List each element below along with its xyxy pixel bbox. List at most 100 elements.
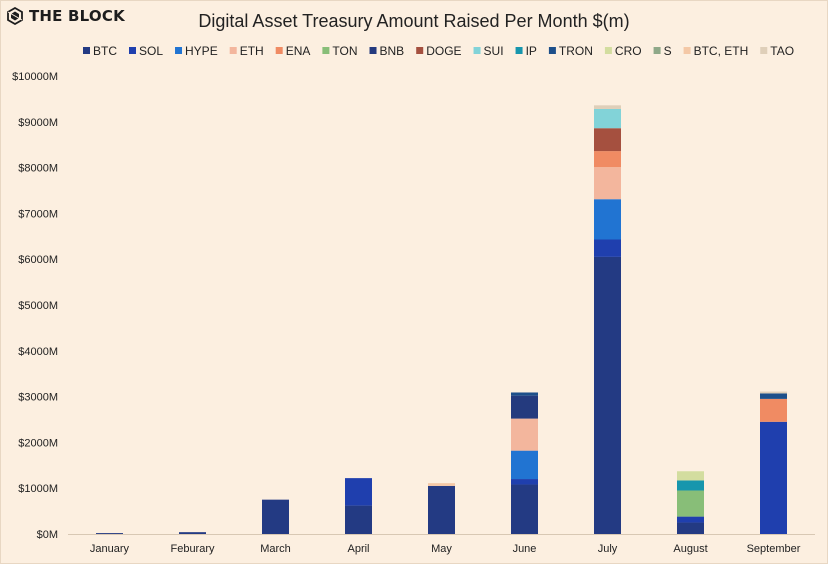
x-tick-label-march: March bbox=[260, 543, 291, 555]
bar-stack-april bbox=[345, 478, 372, 534]
legend-swatch-bnb bbox=[369, 47, 377, 54]
legend-swatch-tao bbox=[760, 47, 768, 54]
legend-item-sol: SOL bbox=[129, 44, 163, 58]
legend-label-btc-eth: BTC, ETH bbox=[694, 44, 749, 58]
bar-segment-hype-july bbox=[594, 199, 621, 240]
legend-item-sui: SUI bbox=[473, 44, 504, 58]
brand-name: THE BLOCK bbox=[29, 7, 125, 25]
legend-item-btc: BTC bbox=[83, 44, 117, 58]
x-tick-label-august: August bbox=[673, 543, 707, 555]
bar-stack-june bbox=[511, 392, 538, 534]
y-tick-label: $7000M bbox=[18, 208, 58, 220]
bar-segment-tao-july bbox=[594, 105, 621, 109]
brand: THE BLOCK bbox=[6, 6, 125, 26]
y-tick-label: $3000M bbox=[18, 392, 58, 404]
legend-swatch-sui bbox=[473, 47, 481, 54]
legend-item-btc-eth: BTC, ETH bbox=[683, 44, 749, 58]
legend-swatch-btc-eth bbox=[683, 47, 691, 54]
bar-segment-btc-june bbox=[511, 484, 538, 534]
legend-label-doge: DOGE bbox=[426, 44, 461, 58]
legend: BTC SOL HYPE ETH ENA TON BNB DOGE SUI IP TRON CRO S B… bbox=[83, 44, 794, 58]
legend-label-ton: TON bbox=[332, 44, 357, 58]
bar-segment-eth-july bbox=[594, 167, 621, 200]
legend-swatch-tron bbox=[548, 47, 556, 54]
bar-segment-ton-august bbox=[677, 490, 704, 517]
bar-segment-sol-june bbox=[511, 479, 538, 485]
bar-stack-march bbox=[262, 499, 289, 534]
bar-stack-september bbox=[760, 391, 787, 534]
legend-item-bnb: BNB bbox=[369, 44, 404, 58]
bar-segment-tron-september bbox=[760, 393, 787, 399]
legend-label-ip: IP bbox=[526, 44, 537, 58]
bar-segment-btc-march bbox=[262, 499, 289, 534]
legend-item-ena: ENA bbox=[275, 44, 311, 58]
bar-segment-sol-july bbox=[594, 239, 621, 257]
legend-swatch-ip bbox=[515, 47, 523, 54]
x-tick-label-april: April bbox=[347, 543, 369, 555]
legend-swatch-s bbox=[653, 47, 661, 54]
bars bbox=[96, 105, 787, 535]
x-tick-label-september: September bbox=[747, 543, 801, 555]
x-tick-label-july: July bbox=[598, 543, 618, 555]
bar-segment-ena-july bbox=[594, 151, 621, 168]
bar-stack-july bbox=[594, 105, 621, 534]
legend-swatch-sol bbox=[129, 47, 136, 54]
bar-segment-ip-august bbox=[677, 480, 704, 491]
legend-swatch-cro bbox=[604, 47, 612, 54]
legend-item-tron: TRON bbox=[548, 44, 593, 58]
bar-segment-btc-august bbox=[677, 522, 704, 534]
the-block-logo-icon bbox=[7, 7, 23, 25]
y-axis: $0M $1000M $2000M $3000M $4000M $5000M $6000M $… bbox=[12, 71, 58, 541]
bar-segment-sol-april bbox=[345, 478, 372, 506]
legend-label-cro: CRO bbox=[615, 44, 642, 58]
bar-segment-cro-august bbox=[677, 471, 704, 481]
bar-segment-btc-january bbox=[96, 533, 123, 535]
y-tick-label: $2000M bbox=[18, 437, 58, 449]
bar-segment-doge-july bbox=[594, 128, 621, 152]
legend-item-hype: HYPE bbox=[175, 44, 218, 58]
bar-stack-august bbox=[677, 471, 704, 534]
bar-segment-btc-may bbox=[428, 485, 455, 534]
legend-label-tao: TAO bbox=[770, 44, 794, 58]
legend-swatch-eth bbox=[229, 47, 237, 54]
bar-segment-btc-feburary bbox=[179, 532, 206, 534]
legend-label-ena: ENA bbox=[286, 44, 311, 58]
y-tick-label: $4000M bbox=[18, 346, 58, 358]
bar-segment-sol-august bbox=[677, 516, 704, 523]
bar-stack-may bbox=[428, 483, 455, 534]
legend-swatch-ton bbox=[322, 47, 330, 54]
y-tick-label: $10000M bbox=[12, 71, 58, 83]
bar-segment-eth-june bbox=[511, 418, 538, 451]
x-tick-label-january: January bbox=[90, 543, 130, 555]
x-tick-label-feburary: Feburary bbox=[170, 543, 215, 555]
y-tick-label: $8000M bbox=[18, 163, 58, 175]
bar-segment-tao-september bbox=[760, 391, 787, 394]
legend-label-s: S bbox=[664, 44, 672, 58]
legend-swatch-ena bbox=[275, 47, 283, 54]
bar-segment-sol-september bbox=[760, 421, 787, 534]
legend-item-doge: DOGE bbox=[416, 44, 462, 58]
x-axis: January Feburary March April May June July Augu… bbox=[68, 534, 815, 555]
y-tick-label: $6000M bbox=[18, 254, 58, 266]
x-tick-label-june: June bbox=[513, 543, 537, 555]
y-tick-label: $1000M bbox=[18, 483, 58, 495]
x-tick-label-may: May bbox=[431, 543, 452, 555]
legend-item-cro: CRO bbox=[604, 44, 642, 58]
bar-segment-btc-july bbox=[594, 256, 621, 534]
bar-segment-btc-april bbox=[345, 505, 372, 534]
legend-item-tao: TAO bbox=[760, 44, 794, 58]
y-tick-label: $0M bbox=[37, 529, 58, 541]
y-tick-label: $9000M bbox=[18, 117, 58, 129]
y-tick-label: $5000M bbox=[18, 300, 58, 312]
legend-swatch-hype bbox=[175, 47, 183, 54]
legend-label-tron: TRON bbox=[559, 44, 593, 58]
legend-item-ip: IP bbox=[515, 44, 537, 58]
legend-swatch-doge bbox=[416, 47, 424, 54]
legend-label-eth: ETH bbox=[240, 44, 264, 58]
legend-item-eth: ETH bbox=[229, 44, 264, 58]
bar-segment-bnb-june bbox=[511, 395, 538, 419]
bar-segment-ena-september bbox=[760, 398, 787, 422]
legend-label-sol: SOL bbox=[139, 44, 163, 58]
legend-label-sui: SUI bbox=[484, 44, 504, 58]
